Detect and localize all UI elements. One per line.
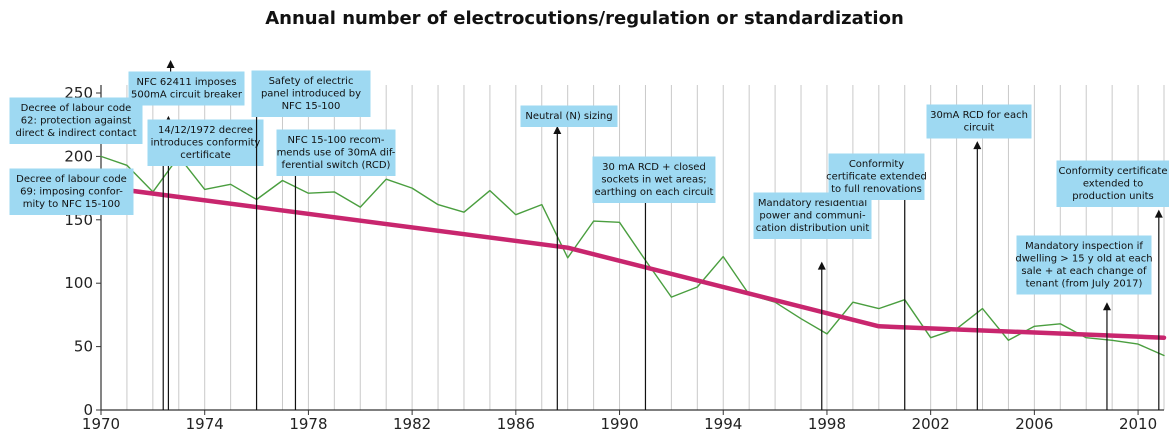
annotation-box: [276, 129, 396, 176]
annotation-text: 14/12/1972 decree: [158, 125, 253, 136]
annotation-text: NFC 15-100 recom-: [287, 135, 384, 146]
annotation-text: sockets in wet areas;: [601, 175, 706, 186]
annotation-text: NFC 15-100: [282, 101, 341, 112]
x-tick-label: 1982: [393, 415, 431, 432]
annotation-text: mends use of 30mA dif-: [277, 148, 396, 159]
annotation-text: earthing on each circuit: [595, 187, 714, 198]
annotation-box: [926, 104, 1032, 139]
annotation-text: Safety of electric: [269, 76, 354, 87]
arrow-head: [553, 125, 562, 134]
annotation-text: certificate extended: [826, 172, 927, 183]
annotation-text: tenant (from July 2017): [1026, 279, 1143, 290]
arrow-head: [1102, 302, 1111, 311]
annotation-text: Conformity: [849, 159, 904, 170]
annotation: 14/12/1972 decree introduces conformityce…: [147, 115, 264, 410]
x-tick-label: 2010: [1119, 415, 1157, 432]
y-tick-label: 200: [64, 147, 93, 165]
chart-series: [98, 155, 1167, 357]
x-tick-label: 1990: [600, 415, 638, 432]
annotation-box: [520, 105, 618, 127]
annotation-text: to full renovations: [831, 184, 922, 195]
annotation-text: Mandatory residential: [758, 198, 867, 209]
annotation-box: [251, 70, 371, 117]
annotation-text: Neutral (N) sizing: [525, 111, 612, 122]
x-tick-label: 1978: [289, 415, 327, 432]
x-tick-label: 1998: [808, 415, 846, 432]
chart-title: Annual number of electrocutions/regulati…: [265, 8, 904, 29]
annotation-box: [592, 156, 716, 203]
x-tick-label: 2002: [912, 415, 950, 432]
annotation: Mandatory inspection if dwelling > 15 y o…: [1015, 235, 1153, 410]
annotation-text: Conformity certificate: [1058, 166, 1167, 177]
annotation: NFC 15-100 recom-mends use of 30mA dif-f…: [276, 129, 396, 410]
annotation-text: Mandatory inspection if: [1025, 241, 1143, 252]
annotation-text: direct & indirect contact: [15, 128, 136, 139]
annotation-text: sale + at each change of: [1021, 266, 1147, 277]
annotation: 30mA RCD for each circuit: [926, 104, 1032, 410]
annotation: Decree of labour code 62: protection agai…: [9, 97, 143, 144]
x-tick-label: 2006: [1015, 415, 1053, 432]
annotation-text: Decree of labour code: [16, 174, 127, 185]
arrow-head: [1154, 209, 1163, 218]
x-tick-label: 1994: [704, 415, 742, 432]
annotation-text: production units: [1072, 191, 1153, 202]
annotation-box: [828, 153, 925, 200]
y-tick-label: 0: [83, 401, 93, 419]
x-tick-label: 1970: [82, 415, 120, 432]
annotation-text: ferential switch (RCD): [282, 160, 391, 171]
annotation-text: 69: imposing confor-: [20, 187, 123, 198]
chart-grid: [100, 85, 1165, 410]
annotation-text: mity to NFC 15-100: [23, 199, 121, 210]
annotation-text: extended to: [1083, 179, 1143, 190]
arrow-head: [166, 60, 175, 68]
x-tick-label: 1974: [186, 415, 224, 432]
annotation-box: [9, 97, 143, 144]
annotation-text: cation distribution unit: [756, 223, 870, 234]
annotation: Conformity certificate extended toproduct…: [1056, 160, 1169, 410]
y-tick-label: 50: [74, 338, 93, 356]
annotation-box: [1016, 235, 1152, 295]
y-tick-label: 100: [64, 274, 93, 292]
annotation-text: 30 mA RCD + closed: [602, 162, 706, 173]
annotation-text: NFC 62411 imposes: [137, 77, 237, 88]
annotation: Neutral (N) sizing: [520, 105, 618, 410]
annotation: NFC 62411 imposes 500mA circuit breaker: [128, 60, 245, 106]
annotation-text: power and communi-: [759, 211, 866, 222]
annotation-text: certificate: [180, 150, 230, 161]
annotation-box: [147, 119, 264, 166]
y-tick-label: 150: [64, 211, 93, 229]
annotation-text: Decree of labour code: [21, 103, 132, 114]
annotation-text: 62: protection against: [21, 116, 131, 127]
annotation-box: [9, 168, 134, 215]
annotation-box: [1056, 160, 1169, 207]
annotation-text: 500mA circuit breaker: [131, 90, 243, 101]
annotation: Mandatory residential power and communi-c…: [753, 192, 872, 410]
annotation-text: 30mA RCD for each: [930, 110, 1028, 121]
annotation-text: circuit: [964, 123, 995, 134]
annotation-text: dwelling > 15 y old at each: [1015, 254, 1152, 265]
chart-annotations: Decree of labour code 69: imposing confor…: [9, 60, 1169, 410]
arrow-head: [973, 141, 982, 150]
series-line-annual: [100, 155, 1165, 357]
x-tick-label: 1986: [497, 415, 535, 432]
annotation: 30 mA RCD + closed sockets in wet areas;e…: [592, 156, 716, 410]
arrow-head: [817, 261, 826, 270]
series-line-trend: [98, 184, 1167, 340]
annotation-text: introduces conformity: [151, 138, 261, 149]
annotation: Safety of electric panel introduced byNFC…: [251, 70, 371, 410]
annotation: Decree of labour code 69: imposing confor…: [9, 156, 168, 410]
annotation-text: panel introduced by: [261, 89, 361, 100]
annotation-box: [753, 192, 872, 239]
annotation-box: [128, 71, 245, 106]
